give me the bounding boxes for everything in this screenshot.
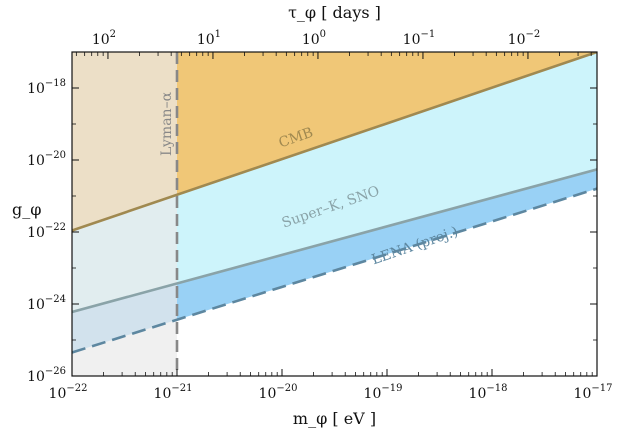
y-tick-label: 10−20 bbox=[27, 150, 66, 169]
y-tick-label: 10−18 bbox=[27, 78, 66, 97]
lyman-alpha-label: Lyman–α bbox=[159, 91, 175, 156]
top-tick-label: 100 bbox=[302, 29, 326, 48]
y-tick-label: 10−26 bbox=[27, 366, 66, 385]
plot-lines bbox=[72, 52, 597, 376]
plot-frame bbox=[71, 51, 598, 377]
x-axis-title: m_φ [ eV ] bbox=[293, 409, 376, 428]
x-tick-label: 10−22 bbox=[49, 383, 88, 402]
y-axis-title: g_φ bbox=[12, 200, 41, 219]
top-tick-label: 102 bbox=[92, 29, 116, 48]
boundary-line-cmb bbox=[72, 52, 597, 232]
y-tick-label: 10−24 bbox=[27, 294, 66, 313]
boundary-line-super-k-sno bbox=[72, 168, 597, 314]
top-tick-label: 10−2 bbox=[508, 29, 541, 48]
x-tick-label: 10−21 bbox=[154, 383, 193, 402]
y-tick-label: 10−22 bbox=[27, 222, 66, 241]
boundary-line-lena-proj bbox=[72, 187, 597, 354]
x-tick-label: 10−20 bbox=[259, 383, 298, 402]
top-axis-title: τ_φ [ days ] bbox=[288, 3, 381, 22]
x-tick-label: 10−17 bbox=[574, 383, 613, 402]
x-tick-label: 10−19 bbox=[364, 383, 403, 402]
top-tick-label: 10−1 bbox=[403, 29, 436, 48]
top-tick-label: 101 bbox=[197, 29, 221, 48]
x-tick-label: 10−18 bbox=[469, 383, 508, 402]
ticks: 10−22 10−21 10−20 10−19 10−18 10−17 10−26 10−24… bbox=[27, 29, 612, 402]
